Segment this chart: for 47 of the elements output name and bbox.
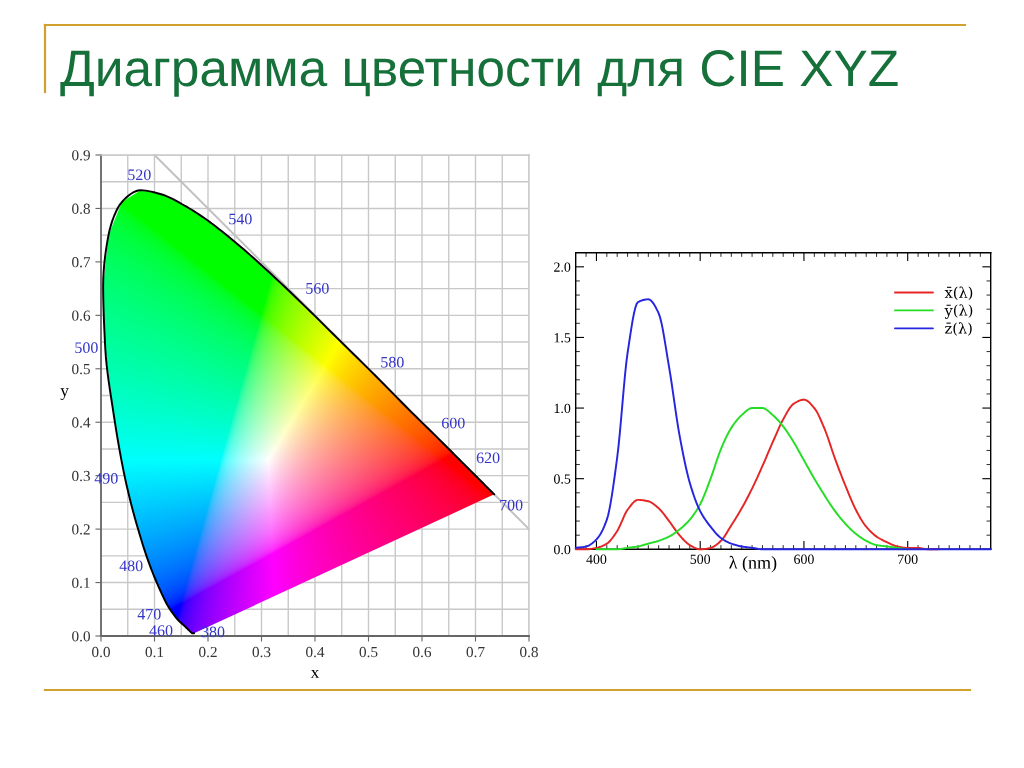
annotation: 600	[442, 417, 465, 429]
y-tick-label: 0.6	[72, 310, 91, 321]
legend-label: ȳ(λ)	[944, 304, 973, 319]
y-tick-label: 0.4	[72, 417, 91, 428]
legend-label: z̄(λ)	[945, 322, 972, 336]
legend-label: x̄(λ)	[944, 286, 973, 300]
text: Диаграмма цветности для CIE XYZ	[60, 50, 898, 97]
y-tick-label: 0.5	[72, 363, 90, 375]
annotation: 480	[119, 560, 143, 572]
annotation: 700	[500, 499, 523, 511]
x-tick-label: 0.7	[466, 646, 485, 658]
y-tick-label: 0.1	[72, 577, 90, 589]
x-tick-label: 500	[690, 554, 711, 564]
x-tick-label: 0.4	[306, 646, 325, 658]
x-tick-label: 0.8	[520, 646, 538, 658]
y-tick-label: 0.9	[72, 150, 90, 161]
y-tick-label: 0.3	[72, 470, 90, 482]
y-tick-label: 0.0	[554, 544, 571, 555]
y-tick-label: 2.0	[554, 262, 571, 272]
y-tick-label: 0.5	[554, 474, 571, 484]
x-tick-label: 400	[586, 554, 607, 564]
x-tick-label: 0.3	[252, 646, 271, 658]
x-tick-label: 600	[794, 554, 814, 564]
x-tick-label: 0.1	[145, 646, 164, 658]
x-axis-title: λ (nm)	[729, 555, 777, 573]
y-tick-label: 1.5	[554, 333, 571, 343]
y-axis-title: y	[60, 388, 69, 401]
annotation: 380	[201, 626, 225, 638]
x-axis-title: x	[310, 669, 320, 678]
y-tick-label: 0.8	[72, 203, 90, 214]
annotation: 540	[229, 213, 252, 225]
annotation: 620	[476, 452, 500, 464]
y-tick-label: 0.7	[72, 257, 91, 268]
y-tick-label: 0.2	[72, 524, 90, 535]
annotation: 460	[149, 625, 173, 636]
y-tick-label: 0.0	[72, 631, 90, 642]
x-tick-label: 0.5	[359, 646, 378, 658]
x-tick-label: 0.2	[199, 646, 217, 658]
annotation: 580	[381, 356, 404, 368]
annotation: 520	[128, 169, 151, 181]
annotation: 470	[137, 608, 161, 620]
x-tick-label: 0.0	[92, 646, 110, 658]
y-tick-label: 1.0	[554, 403, 571, 414]
annotation: 560	[306, 282, 329, 294]
annotation: 500	[75, 342, 98, 354]
x-tick-label: 0.6	[413, 646, 432, 658]
x-tick-label: 700	[898, 554, 918, 564]
